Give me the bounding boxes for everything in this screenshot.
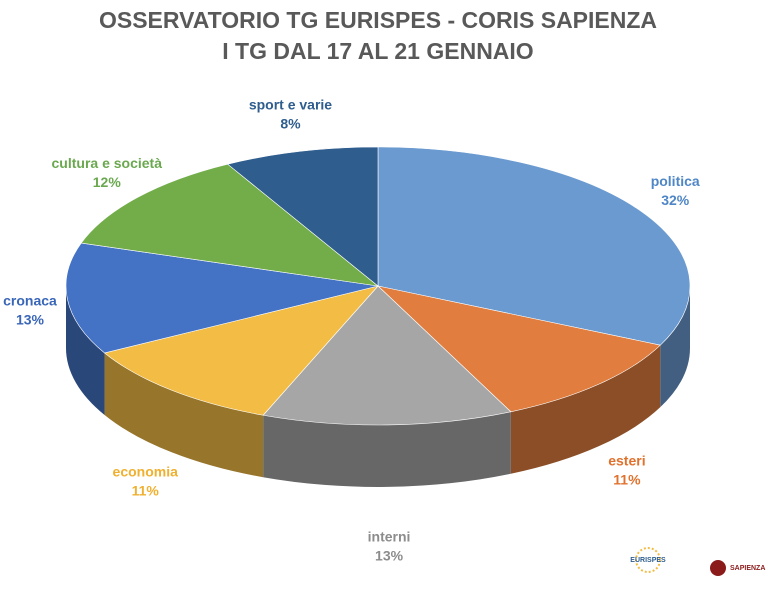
logo-text: EURISPES — [630, 557, 666, 564]
slice — [80, 163, 380, 287]
chart-title: OSSERVATORIO TG EURISPES - CORIS SAPIENZ… — [99, 7, 657, 33]
data-label-value: 8% — [280, 115, 301, 131]
slice-side — [66, 286, 105, 415]
slice — [227, 146, 379, 287]
logo-shape — [635, 547, 661, 573]
logo-text: SAPIENZA — [730, 565, 765, 572]
logo-eurispes: EURISPES — [630, 547, 666, 573]
data-label-name: economia — [113, 463, 179, 479]
slice — [65, 242, 379, 354]
slice-side — [510, 345, 661, 474]
slice — [377, 285, 661, 413]
pie-sides — [66, 286, 690, 487]
slice-side — [104, 352, 264, 478]
data-label-name: politica — [651, 173, 700, 189]
logo-sapienza: SAPIENZA — [710, 560, 765, 576]
data-label-value: 11% — [613, 471, 641, 487]
slice — [103, 285, 379, 416]
data-label-value: 13% — [375, 548, 404, 564]
data-label-name: sport e varie — [249, 96, 332, 112]
slice — [377, 146, 691, 346]
data-label-name: cronaca — [3, 292, 57, 308]
slice — [262, 285, 512, 426]
chart-subtitle: I TG DAL 17 AL 21 GENNAIO — [222, 38, 533, 64]
slice-side — [263, 411, 511, 487]
data-label-value: 13% — [16, 311, 45, 327]
data-label-value: 11% — [132, 482, 160, 498]
data-label-name: cultura e società — [52, 155, 163, 171]
data-label-value: 12% — [93, 174, 122, 190]
pie-top — [65, 146, 691, 426]
data-label-value: 32% — [661, 192, 690, 208]
data-label-name: interni — [368, 529, 411, 545]
data-label-name: esteri — [608, 452, 645, 468]
logo-shape — [710, 560, 726, 576]
